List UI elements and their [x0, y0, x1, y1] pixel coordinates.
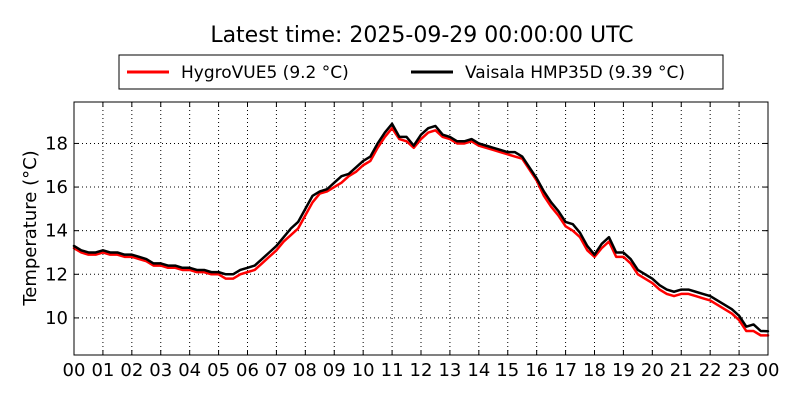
legend: HygroVUE5 (9.2 °C) Vaisala HMP35D (9.39 …	[118, 54, 724, 90]
series-layer	[72, 122, 770, 337]
y-axis: 10 12 14 16 18	[45, 133, 768, 329]
x-tick-label: 03	[149, 360, 172, 381]
y-tick-label: 16	[45, 177, 68, 198]
x-tick-label: 11	[381, 360, 404, 381]
y-tick-label: 10	[45, 308, 68, 329]
y-tick-label: 18	[45, 133, 68, 154]
x-tick-label: 09	[323, 360, 346, 381]
legend-label-vaisala: Vaisala HMP35D (9.39 °C)	[465, 63, 685, 83]
x-tick-label: 21	[670, 360, 693, 381]
x-tick-label: 05	[207, 360, 230, 381]
x-tick-label: 07	[265, 360, 288, 381]
x-axis: 00 01 02 03 04 05 06 07 08 09 10 11 12 13 14 15 16 17 18 19…	[63, 102, 780, 381]
x-tick-label: 01	[91, 360, 114, 381]
y-axis-label: Temperature (°C)	[20, 150, 41, 306]
x-tick-label: 15	[496, 360, 519, 381]
x-tick-label: 18	[583, 360, 606, 381]
y-tick-label: 12	[45, 264, 68, 285]
x-tick-label: 14	[467, 360, 490, 381]
x-tick-label: 20	[641, 360, 664, 381]
x-tick-label: 02	[120, 360, 143, 381]
x-tick-label: 08	[294, 360, 317, 381]
legend-label-hygrovue5: HygroVUE5 (9.2 °C)	[181, 63, 349, 83]
x-tick-label: 16	[525, 360, 548, 381]
x-tick-label: 12	[410, 360, 433, 381]
x-tick-label: 04	[178, 360, 201, 381]
series-line-vaisala	[72, 122, 770, 333]
x-tick-label: 19	[612, 360, 635, 381]
x-tick-label: 00	[757, 360, 780, 381]
series-line-hygrovue5	[72, 126, 770, 337]
x-tick-label: 22	[699, 360, 722, 381]
x-tick-label: 10	[352, 360, 375, 381]
y-tick-label: 14	[45, 221, 68, 242]
x-tick-label: 00	[63, 360, 86, 381]
x-tick-label: 13	[438, 360, 461, 381]
x-tick-label: 06	[236, 360, 259, 381]
chart-title: Latest time: 2025-09-29 00:00:00 UTC	[210, 23, 633, 48]
x-tick-label: 23	[728, 360, 751, 381]
x-tick-label: 17	[554, 360, 577, 381]
